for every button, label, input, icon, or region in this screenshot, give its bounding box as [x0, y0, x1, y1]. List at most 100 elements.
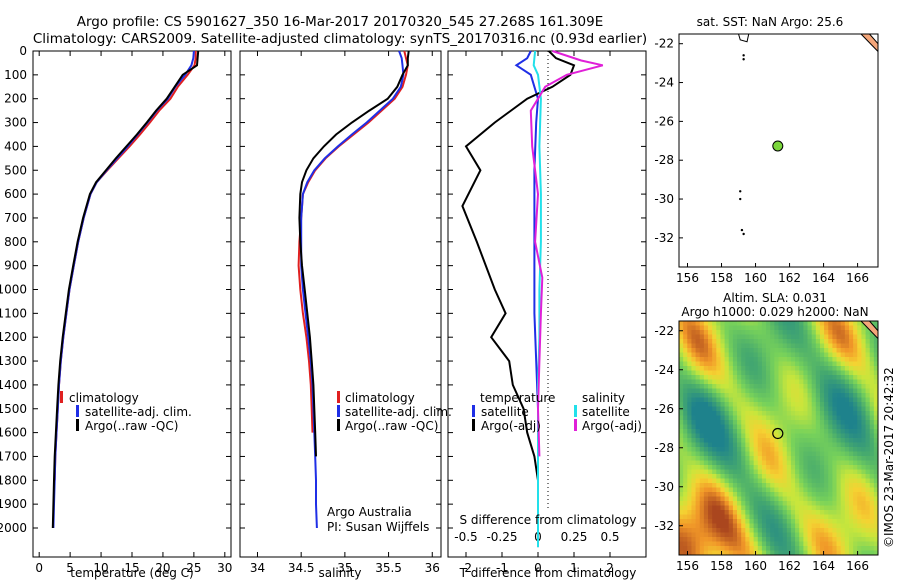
sla-cell	[708, 406, 713, 412]
sla-cell	[699, 487, 705, 493]
sla-cell	[703, 447, 709, 452]
sla-cell	[807, 492, 813, 497]
sla-cell	[724, 397, 730, 403]
sla-cell	[819, 474, 825, 479]
sla-cell	[861, 348, 866, 353]
sla-cell	[679, 361, 684, 367]
sla-cell	[840, 514, 846, 520]
sla-cell	[683, 361, 688, 367]
sla-cell	[679, 348, 684, 353]
sla-cell	[732, 550, 738, 556]
sla-cell	[745, 465, 750, 470]
sla-cell	[761, 442, 767, 448]
sla-cell	[703, 478, 709, 484]
sla-cell	[732, 505, 738, 511]
sla-cell	[770, 474, 775, 479]
sla-cell	[687, 357, 692, 362]
sla-cell	[703, 492, 709, 497]
sla-cell	[774, 375, 779, 380]
sla-cell	[770, 460, 775, 466]
sla-cell	[828, 348, 833, 353]
sla-cell	[774, 370, 779, 376]
sla-cell	[840, 478, 846, 484]
sla-cell	[807, 550, 813, 556]
sla-cell	[857, 442, 862, 448]
sla-cell	[824, 406, 829, 412]
sla-cell	[757, 483, 763, 488]
sla-cell	[741, 550, 746, 556]
sla-cell	[782, 519, 788, 524]
sla-cell	[761, 420, 767, 425]
sst-map-panel: sat. SST: NaN Argo: 25.6 156 158 160 162 164…	[654, 15, 879, 285]
sla-cell	[795, 519, 800, 524]
sla-cell	[699, 501, 705, 506]
sla-cell	[749, 442, 755, 448]
sla-cell	[873, 411, 879, 416]
sla-cell	[799, 348, 804, 353]
sla-cell	[720, 397, 726, 403]
sla-cell	[869, 433, 875, 439]
sla-cell	[861, 442, 866, 448]
sla-cell	[840, 379, 846, 385]
sla-cell	[724, 460, 730, 466]
sla-cell	[695, 460, 701, 466]
sla-cell	[749, 532, 755, 538]
sla-cell	[695, 361, 701, 367]
sla-cell	[745, 451, 750, 457]
sla-cell	[732, 474, 738, 479]
sla-cell	[844, 496, 850, 502]
sla-cell	[778, 406, 784, 412]
sla-cell	[761, 523, 767, 529]
sla-cell	[836, 505, 842, 511]
sla-cell	[803, 339, 808, 344]
sla-cell	[840, 397, 846, 403]
sla-cell	[728, 321, 734, 326]
sla-cell	[691, 379, 696, 385]
map-x-tick-label: 162	[778, 271, 801, 285]
sla-cell	[766, 550, 771, 556]
sla-cell	[795, 537, 800, 542]
sla-cell	[753, 330, 759, 335]
legend-swatch-argo	[76, 419, 79, 431]
sla-cell	[832, 397, 837, 403]
sla-cell	[724, 478, 730, 484]
sla-cell	[848, 330, 854, 335]
sla-cell	[832, 528, 837, 533]
sla-cell	[778, 546, 784, 551]
sla-cell	[699, 393, 705, 398]
sla-cell	[753, 411, 759, 416]
sla-cell	[824, 343, 829, 349]
sla-cell	[786, 343, 792, 349]
sla-cell	[857, 492, 862, 497]
sla-cell	[708, 456, 713, 461]
sla-cell	[857, 321, 862, 326]
sla-cell	[778, 361, 784, 367]
sla-cell	[741, 546, 746, 551]
sla-cell	[703, 357, 709, 362]
sla-cell	[836, 352, 842, 358]
sla-cell	[683, 528, 688, 533]
sla-cell	[745, 501, 750, 506]
sla-cell	[786, 514, 792, 520]
sla-cell	[712, 496, 717, 502]
sla-cell	[687, 370, 692, 376]
sla-cell	[865, 478, 871, 484]
sla-cell	[732, 447, 738, 452]
sla-cell	[795, 505, 800, 511]
sla-cell	[774, 537, 779, 542]
sla-cell	[683, 429, 688, 434]
sla-cell	[687, 366, 692, 371]
sla-cell	[857, 361, 862, 367]
sst-map-ticks: 156 158 160 162 164 166-22-24-26-28-30-32	[654, 37, 869, 285]
sla-cell	[703, 537, 709, 542]
sla-cell	[699, 496, 705, 502]
sla-cell	[724, 487, 730, 493]
sla-cell	[770, 537, 775, 542]
sla-cell	[865, 528, 871, 533]
sla-cell	[703, 456, 709, 461]
sla-cell	[741, 433, 746, 439]
sla-cell	[761, 352, 767, 358]
sla-cell	[828, 388, 833, 394]
sla-cell	[687, 541, 692, 547]
sla-cell	[753, 537, 759, 542]
